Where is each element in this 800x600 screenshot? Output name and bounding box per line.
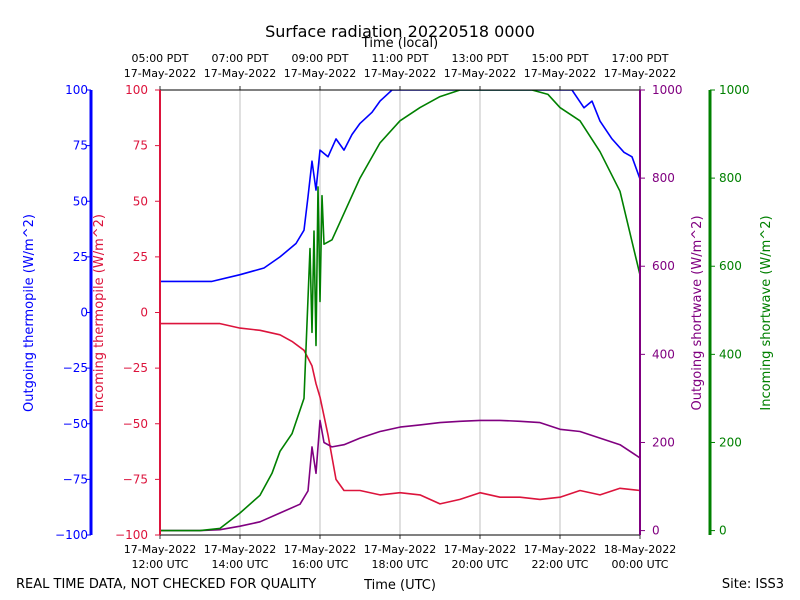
bottom-tick-time: 18:00 UTC [371, 558, 428, 571]
y-tick-label: 600 [719, 259, 742, 273]
top-tick-time: 11:00 PDT [371, 52, 428, 65]
chart-title: Surface radiation 20220518 0000 [265, 22, 535, 41]
y-tick-label: 75 [133, 139, 148, 153]
y-axis-title-in_thermo: Incoming thermopile (W/m^2) [92, 214, 107, 412]
y-tick-label: 25 [133, 250, 148, 264]
bottom-tick-date: 17-May-2022 [124, 543, 196, 556]
top-axis-label: Time (local) [361, 36, 438, 51]
top-tick-date: 17-May-2022 [124, 67, 196, 80]
y-tick-label: −75 [63, 472, 88, 486]
top-tick-date: 17-May-2022 [204, 67, 276, 80]
y-tick-label: −75 [123, 472, 148, 486]
bottom-tick-date: 17-May-2022 [364, 543, 436, 556]
y-tick-label: −100 [115, 528, 148, 542]
top-time-axis: 05:00 PDT 17-May-2022 07:00 PDT 17-May-2022… [124, 52, 676, 90]
bottom-tick-date: 17-May-2022 [204, 543, 276, 556]
y-tick-label: −50 [63, 417, 88, 431]
y-tick-label: 800 [719, 171, 742, 185]
top-tick-date: 17-May-2022 [444, 67, 516, 80]
y-tick-label: −50 [123, 417, 148, 431]
bottom-tick-date: 17-May-2022 [524, 543, 596, 556]
data-series [160, 90, 640, 532]
y-tick-label: 100 [65, 83, 88, 97]
bottom-tick-date: 18-May-2022 [604, 543, 676, 556]
y-tick-label: 25 [73, 250, 88, 264]
y-tick-label: 0 [140, 306, 148, 320]
site-label: Site: ISS3 [722, 577, 784, 592]
y-tick-label: 75 [73, 139, 88, 153]
top-tick-date: 17-May-2022 [604, 67, 676, 80]
y-tick-label: 400 [652, 347, 675, 361]
series-line-out_thermo [160, 90, 640, 283]
bottom-tick-time: 22:00 UTC [531, 558, 588, 571]
y-tick-label: −25 [63, 361, 88, 375]
y-axis-title-out_thermo: Outgoing thermopile (W/m^2) [22, 214, 37, 412]
top-tick-date: 17-May-2022 [524, 67, 596, 80]
top-tick-time: 05:00 PDT [131, 52, 188, 65]
top-tick-time: 13:00 PDT [451, 52, 508, 65]
y-tick-label: −25 [123, 361, 148, 375]
top-tick-time: 07:00 PDT [211, 52, 268, 65]
bottom-tick-date: 17-May-2022 [284, 543, 356, 556]
y-tick-label: 200 [652, 435, 675, 449]
x-axis-label: Time (UTC) [363, 578, 436, 593]
bottom-tick-time: 20:00 UTC [451, 558, 508, 571]
top-tick-date: 17-May-2022 [364, 67, 436, 80]
bottom-tick-time: 00:00 UTC [611, 558, 668, 571]
y-axis-title-in_sw: Incoming shortwave (W/m^2) [759, 215, 774, 410]
y-tick-label: 1000 [652, 83, 683, 97]
bottom-tick-time: 16:00 UTC [291, 558, 348, 571]
y-tick-label: 100 [125, 83, 148, 97]
y-axes: −100 −75 −50 −25 0 25 50 75 100 Outgoing thermopi… [22, 83, 774, 542]
gridlines [239, 90, 561, 535]
bottom-time-axis: 17-May-2022 12:00 UTC 17-May-2022 14:00 UTC… [124, 535, 676, 571]
y-tick-label: 50 [133, 194, 148, 208]
bottom-tick-date: 17-May-2022 [444, 543, 516, 556]
y-axis-title-out_sw: Outgoing shortwave (W/m^2) [690, 215, 705, 410]
y-tick-label: −100 [55, 528, 88, 542]
top-tick-time: 15:00 PDT [531, 52, 588, 65]
y-tick-label: 0 [652, 524, 660, 538]
y-tick-label: 0 [80, 306, 88, 320]
y-tick-label: 50 [73, 194, 88, 208]
y-tick-label: 0 [719, 524, 727, 538]
quality-disclaimer: REAL TIME DATA, NOT CHECKED FOR QUALITY [16, 577, 316, 592]
bottom-tick-time: 12:00 UTC [131, 558, 188, 571]
y-tick-label: 400 [719, 347, 742, 361]
y-tick-label: 1000 [719, 83, 750, 97]
series-line-in_sw [160, 90, 640, 532]
top-tick-time: 17:00 PDT [611, 52, 668, 65]
series-line-in_thermo [160, 322, 640, 505]
top-tick-time: 09:00 PDT [291, 52, 348, 65]
series-line-out_sw [160, 419, 640, 532]
top-tick-date: 17-May-2022 [284, 67, 356, 80]
y-tick-label: 200 [719, 435, 742, 449]
y-tick-label: 800 [652, 171, 675, 185]
bottom-tick-time: 14:00 UTC [211, 558, 268, 571]
y-tick-label: 600 [652, 259, 675, 273]
